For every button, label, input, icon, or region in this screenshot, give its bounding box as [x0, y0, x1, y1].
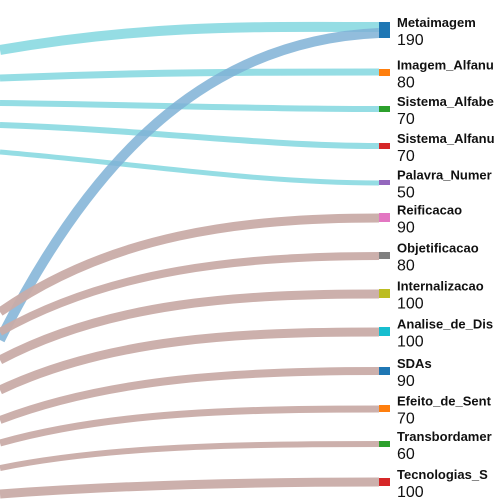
node-palavra_numer[interactable]: Palavra_Numer 50	[379, 168, 492, 202]
node-bar[interactable]	[379, 143, 390, 149]
node-label: Metaimagem	[397, 15, 476, 30]
node-bar[interactable]	[379, 22, 390, 38]
node-label: Internalizacao	[397, 279, 484, 294]
node-label: Sistema_Alfanu	[397, 131, 495, 146]
node-label: Efeito_de_Sent	[397, 394, 492, 409]
link-to-sistema_alfanu[interactable]	[0, 122, 380, 149]
node-label: Transbordamer	[397, 429, 492, 444]
node-bar[interactable]	[379, 213, 390, 222]
link-to-objetificacao[interactable]	[0, 252, 380, 336]
node-value: 70	[397, 148, 415, 165]
node-label: Objetificacao	[397, 241, 479, 256]
node-bar[interactable]	[379, 405, 390, 412]
node-sistema_alfabe[interactable]: Sistema_Alfabe 70	[379, 94, 494, 128]
node-bar[interactable]	[379, 106, 390, 112]
link-to-tecnologias_s[interactable]	[0, 477, 380, 499]
node-value: 80	[397, 258, 415, 275]
node-reificacao[interactable]: Reificacao 90	[379, 203, 462, 237]
node-internalizacao[interactable]: Internalizacao 100	[379, 279, 484, 313]
node-label: Tecnologias_S	[397, 467, 488, 482]
link-to-palavra_numer[interactable]	[0, 149, 380, 186]
node-value: 190	[397, 32, 424, 49]
node-bar[interactable]	[379, 478, 390, 486]
link-to-metaimagem[interactable]	[0, 28, 380, 343]
link-to-analise_de_dis[interactable]	[0, 327, 380, 395]
node-bar[interactable]	[379, 441, 390, 447]
node-bar[interactable]	[379, 69, 390, 76]
link-to-transbordamer[interactable]	[0, 441, 380, 471]
node-metaimagem[interactable]: Metaimagem 190	[379, 15, 476, 49]
link-to-internalizacao[interactable]	[0, 289, 380, 364]
node-value: 100	[397, 334, 424, 351]
node-imagem_alfanu[interactable]: Imagem_Alfanu 80	[379, 58, 494, 92]
node-label: SDAs	[397, 356, 432, 371]
link-to-reificacao[interactable]	[0, 213, 380, 316]
link-to-sistema_alfabe[interactable]	[0, 100, 380, 112]
node-value: 100	[397, 296, 424, 313]
node-value: 70	[397, 411, 415, 428]
node-bar[interactable]	[379, 289, 390, 298]
node-value: 90	[397, 373, 415, 390]
node-objetificacao[interactable]: Objetificacao 80	[379, 241, 479, 275]
sankey-links	[0, 21, 380, 499]
link-to-metaimagem[interactable]	[0, 21, 380, 55]
node-value: 60	[397, 446, 415, 463]
node-value: 70	[397, 111, 415, 128]
node-label: Sistema_Alfabe	[397, 94, 494, 109]
node-label: Palavra_Numer	[397, 168, 492, 183]
link-to-sdas[interactable]	[0, 367, 380, 424]
node-bar[interactable]	[379, 367, 390, 375]
node-value: 100	[397, 484, 424, 500]
node-efeito_de_sent[interactable]: Efeito_de_Sent 70	[379, 394, 492, 428]
node-tecnologias_s[interactable]: Tecnologias_S 100	[379, 467, 488, 500]
node-sdas[interactable]: SDAs 90	[379, 356, 432, 390]
node-value: 90	[397, 220, 415, 237]
node-value: 80	[397, 75, 415, 92]
node-label: Analise_de_Dis	[397, 317, 493, 332]
node-transbordamer[interactable]: Transbordamer 60	[379, 429, 492, 463]
sankey-nodes: Metaimagem 190 Imagem_Alfanu 80 Sistema_Alfa…	[379, 15, 495, 500]
node-bar[interactable]	[379, 180, 390, 185]
node-bar[interactable]	[379, 252, 390, 259]
node-sistema_alfanu[interactable]: Sistema_Alfanu 70	[379, 131, 495, 165]
link-to-imagem_alfanu[interactable]	[0, 68, 380, 82]
node-analise_de_dis[interactable]: Analise_de_Dis 100	[379, 317, 493, 351]
node-label: Reificacao	[397, 203, 462, 218]
node-bar[interactable]	[379, 327, 390, 336]
node-value: 50	[397, 185, 415, 202]
node-label: Imagem_Alfanu	[397, 58, 494, 73]
link-to-efeito_de_sent[interactable]	[0, 405, 380, 447]
